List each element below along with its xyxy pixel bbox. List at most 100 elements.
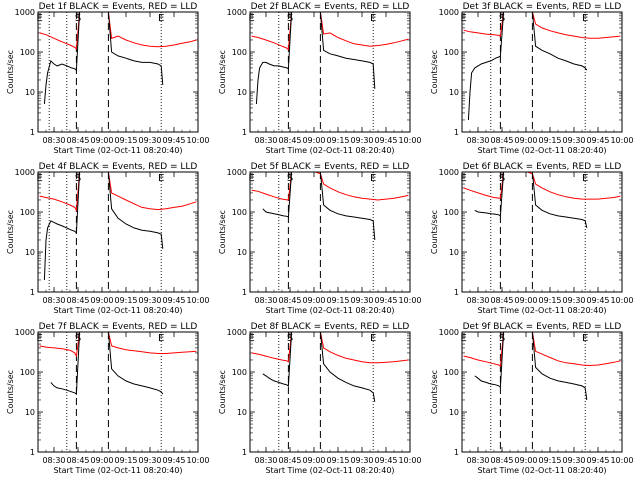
event-marker: E (248, 13, 254, 24)
y-tick-label: 10 (237, 248, 247, 257)
event-marker: E (158, 13, 164, 24)
plot-frame (37, 171, 199, 293)
event-marker: S (75, 333, 81, 344)
y-tick-label: 100 (232, 48, 247, 57)
y-tick-label: 100 (444, 48, 459, 57)
y-tick-label: 1 (242, 288, 247, 297)
plot-frame (461, 331, 623, 453)
event-marker: E (370, 333, 376, 344)
chart-panel-1: Det 1f BLACK = Events, RED = LLD 1 10 100 10… (6, 2, 210, 155)
chart-panel-5: Det 5f BLACK = Events, RED = LLD 1 10 100 10… (218, 162, 422, 315)
y-tick-label: 1 (242, 448, 247, 457)
x-tick-label: 09:30 (138, 136, 161, 145)
x-tick-label: 10:00 (186, 456, 209, 465)
series-line-lld (251, 332, 409, 364)
y-tick-label: 1000 (227, 168, 247, 177)
y-tick-label: 100 (232, 208, 247, 217)
x-tick-label: 09:30 (562, 296, 585, 305)
y-tick-label: 100 (20, 48, 35, 57)
x-tick-label: 09:15 (326, 296, 349, 305)
y-tick-label: 10 (449, 408, 459, 417)
x-tick-label: 09:00 (302, 296, 325, 305)
x-tick-label: 09:00 (90, 136, 113, 145)
y-tick-label: 10 (25, 248, 35, 257)
x-tick-label: 09:15 (326, 456, 349, 465)
x-tick-label: 09:00 (302, 136, 325, 145)
x-tick-label: 08:30 (466, 136, 489, 145)
event-marker: S (499, 13, 505, 24)
y-tick-label: 100 (20, 368, 35, 377)
x-tick-label: 09:45 (162, 456, 185, 465)
y-axis-label: Counts/sec (218, 50, 227, 94)
x-tick-label: 09:45 (374, 296, 397, 305)
event-marker: S (499, 173, 505, 184)
x-tick-label: 08:30 (42, 456, 65, 465)
y-tick-label: 1 (454, 448, 459, 457)
x-axis-label: Start Time (02-Oct-11 08:20:40) (265, 146, 394, 155)
x-tick-label: 08:45 (66, 136, 89, 145)
x-tick-label: 09:00 (514, 456, 537, 465)
event-marker: S (287, 333, 293, 344)
x-tick-label: 09:30 (350, 456, 373, 465)
x-tick-label: 09:45 (586, 296, 609, 305)
x-tick-label: 09:15 (538, 136, 561, 145)
y-axis-label: Counts/sec (430, 210, 439, 254)
event-marker: E (582, 333, 588, 344)
series-line-events (43, 172, 164, 281)
y-tick-label: 1000 (15, 168, 35, 177)
x-tick-label: 09:15 (114, 136, 137, 145)
series-line-events (467, 12, 588, 121)
chart-title: Det 9f BLACK = Events, RED = LLD (463, 322, 622, 332)
x-tick-label: 08:30 (254, 296, 277, 305)
x-tick-label: 08:30 (42, 296, 65, 305)
x-tick-label: 09:30 (562, 136, 585, 145)
x-tick-label: 08:45 (278, 136, 301, 145)
event-marker: E (36, 333, 42, 344)
chart-panel-3: Det 3f BLACK = Events, RED = LLD 1 10 100 10… (430, 2, 634, 155)
event-marker: E (582, 173, 588, 184)
y-tick-label: 1 (454, 128, 459, 137)
plot-frame (249, 331, 411, 453)
event-marker: E (460, 13, 466, 24)
chart-panel-7: Det 7f BLACK = Events, RED = LLD 1 10 100 10… (6, 322, 210, 475)
x-axis-label: Start Time (02-Oct-11 08:20:40) (477, 466, 606, 475)
plot-frame (37, 11, 199, 133)
x-tick-label: 08:30 (466, 456, 489, 465)
y-axis-label: Counts/sec (6, 50, 15, 94)
x-tick-label: 09:15 (326, 136, 349, 145)
series-line-lld (39, 12, 197, 50)
x-tick-label: 09:15 (538, 456, 561, 465)
event-marker: E (158, 333, 164, 344)
chart-title: Det 7f BLACK = Events, RED = LLD (39, 322, 198, 332)
chart-title: Det 5f BLACK = Events, RED = LLD (251, 162, 410, 172)
y-tick-label: 10 (237, 408, 247, 417)
x-tick-label: 08:45 (490, 456, 513, 465)
x-axis-label: Start Time (02-Oct-11 08:20:40) (265, 466, 394, 475)
chart-title: Det 4f BLACK = Events, RED = LLD (39, 162, 198, 172)
x-axis-label: Start Time (02-Oct-11 08:20:40) (265, 306, 394, 315)
y-tick-label: 10 (25, 408, 35, 417)
y-axis-label: Counts/sec (430, 370, 439, 414)
x-tick-label: 09:00 (90, 296, 113, 305)
plot-frame (37, 331, 199, 453)
series-line-events (50, 332, 164, 396)
y-tick-label: 1 (242, 128, 247, 137)
x-axis-label: Start Time (02-Oct-11 08:20:40) (53, 306, 182, 315)
series-line-events (474, 172, 588, 229)
series-line-events (474, 332, 588, 401)
event-marker: E (370, 173, 376, 184)
event-marker: E (158, 173, 164, 184)
series-line-lld (39, 172, 197, 212)
series-line-events (262, 332, 376, 402)
x-axis-label: Start Time (02-Oct-11 08:20:40) (477, 306, 606, 315)
chart-title: Det 6f BLACK = Events, RED = LLD (463, 162, 622, 172)
x-tick-label: 08:30 (254, 456, 277, 465)
y-tick-label: 100 (232, 368, 247, 377)
event-marker: E (460, 173, 466, 184)
y-tick-label: 1 (454, 288, 459, 297)
event-marker: S (287, 13, 293, 24)
y-tick-label: 1000 (15, 8, 35, 17)
y-tick-label: 1000 (227, 8, 247, 17)
x-tick-label: 09:45 (586, 456, 609, 465)
